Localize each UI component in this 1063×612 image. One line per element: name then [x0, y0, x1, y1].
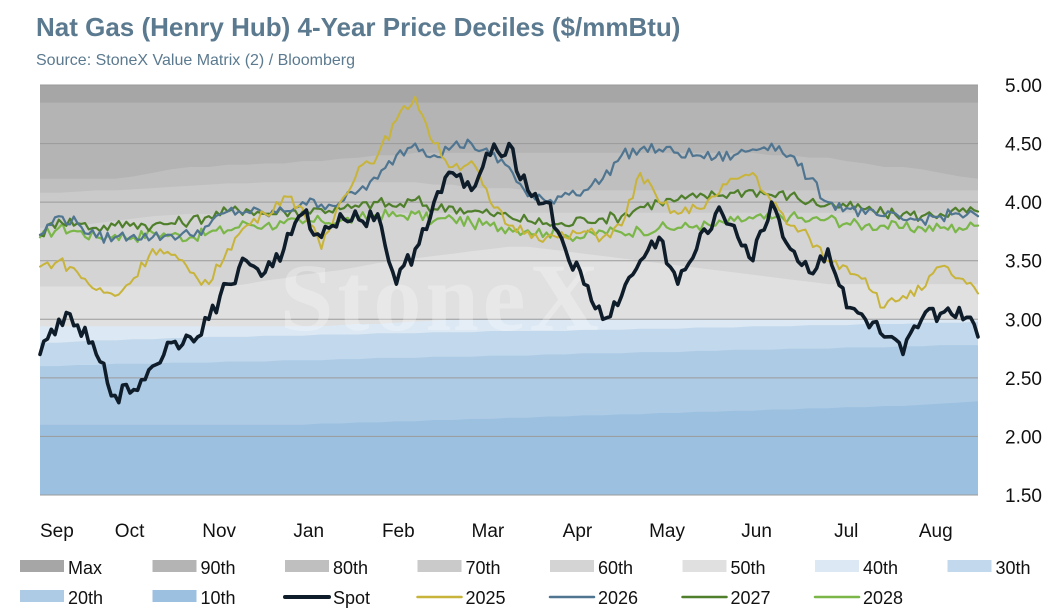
x-tick-label: Apr	[563, 521, 593, 542]
y-tick-label: 4.50	[1005, 135, 1042, 156]
legend-item-90th: 90th	[152, 558, 236, 578]
x-tick-label: Oct	[115, 521, 145, 542]
series-lines	[38, 95, 980, 405]
series-line-2025	[39, 95, 979, 309]
x-tick-label: May	[649, 521, 685, 542]
x-tick-label: Sep	[40, 521, 74, 542]
legend-item-60th: 60th	[550, 558, 633, 578]
legend-label: 50th	[731, 558, 766, 578]
legend-item-70th: 70th	[417, 558, 501, 578]
legend-item-80th: 80th	[285, 558, 368, 578]
series-line-spot	[38, 141, 980, 405]
y-tick-label: 2.50	[1005, 369, 1042, 390]
legend-swatch	[815, 560, 859, 572]
legend-label: 40th	[863, 558, 898, 578]
legend-swatch	[285, 560, 329, 572]
y-tick-label: 4.00	[1005, 193, 1042, 214]
x-axis: Sep Oct Nov Jan Feb Mar Apr May Jun Jul Aug	[40, 521, 953, 542]
y-axis: 1.50 2.00 2.50 3.00 3.50 4.00 4.50 5.00	[1005, 76, 1042, 507]
legend-label: 20th	[68, 588, 103, 608]
watermark: StoneX	[280, 244, 603, 351]
legend-item-spot: Spot	[283, 588, 370, 608]
legend-swatch	[20, 560, 64, 572]
legend: Max 90th 80th 70th 60th 50th 40th 30th 20th 10th S…	[20, 558, 1031, 608]
legend-swatch	[417, 560, 462, 572]
legend-label: 2028	[863, 588, 903, 608]
legend-label: 2025	[466, 588, 506, 608]
legend-label: 70th	[466, 558, 501, 578]
y-tick-label: 1.50	[1005, 486, 1042, 507]
y-tick-label: 5.00	[1005, 76, 1042, 97]
x-tick-label: Jan	[293, 521, 324, 542]
legend-label: 2027	[731, 588, 771, 608]
y-tick-label: 2.00	[1005, 427, 1042, 448]
x-tick-label: Aug	[919, 521, 953, 542]
legend-label: 30th	[996, 558, 1031, 578]
legend-item-50th: 50th	[682, 558, 766, 578]
legend-item-2028: 2028	[813, 588, 903, 608]
legend-swatch	[682, 560, 727, 572]
y-tick-label: 3.00	[1005, 310, 1042, 331]
legend-label: 60th	[598, 558, 633, 578]
legend-swatch	[152, 590, 197, 602]
legend-item-max: Max	[20, 558, 102, 578]
y-tick-label: 3.50	[1005, 252, 1042, 273]
legend-swatch	[550, 560, 594, 572]
band-10th	[40, 401, 978, 495]
legend-label: 90th	[201, 558, 236, 578]
legend-label: 2026	[598, 588, 638, 608]
legend-item-10th: 10th	[152, 588, 236, 608]
x-tick-label: Mar	[472, 521, 505, 542]
legend-swatch	[152, 560, 197, 572]
chart-subtitle: Source: StoneX Value Matrix (2) / Bloomb…	[36, 52, 355, 69]
legend-swatch	[947, 560, 992, 572]
x-tick-label: Jul	[834, 521, 858, 542]
series-line-2027	[38, 189, 980, 238]
legend-label: Max	[68, 558, 102, 578]
legend-label: Spot	[333, 588, 370, 608]
legend-item-2025: 2025	[416, 588, 506, 608]
legend-item-30th: 30th	[947, 558, 1031, 578]
legend-swatch	[20, 590, 64, 602]
legend-item-20th: 20th	[20, 588, 103, 608]
chart-title: Nat Gas (Henry Hub) 4-Year Price Deciles…	[36, 12, 681, 42]
legend-item-2026: 2026	[548, 588, 638, 608]
legend-label: 80th	[333, 558, 368, 578]
x-tick-label: Nov	[202, 521, 236, 542]
legend-item-2027: 2027	[681, 588, 771, 608]
series-line-2028	[38, 208, 980, 243]
series-line-2026	[38, 138, 980, 244]
legend-label: 10th	[201, 588, 236, 608]
x-tick-label: Feb	[382, 521, 415, 542]
x-tick-label: Jun	[741, 521, 772, 542]
legend-item-40th: 40th	[815, 558, 898, 578]
